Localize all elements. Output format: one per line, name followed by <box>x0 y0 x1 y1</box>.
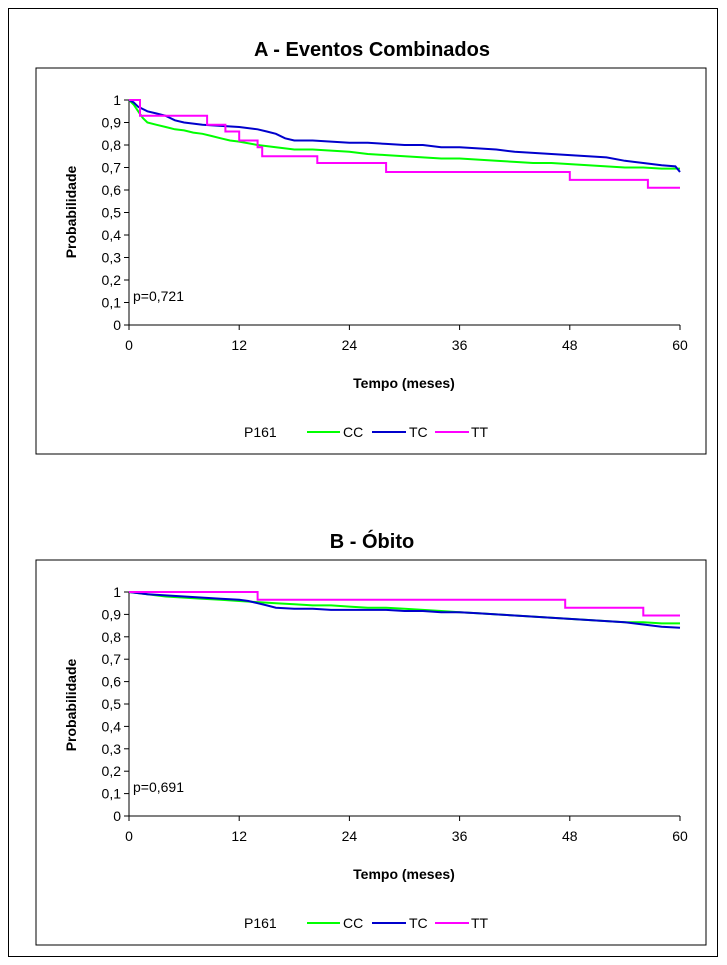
chart-title-a: A - Eventos Combinados <box>254 39 490 61</box>
x-tick-label: 36 <box>452 337 468 353</box>
series-line-tc-b <box>128 591 681 629</box>
x-tick-label: 60 <box>672 337 688 353</box>
y-tick-label: 0,1 <box>102 295 122 311</box>
y-tick-label: 0 <box>113 808 121 824</box>
series-line-tt-a <box>129 99 680 189</box>
legend-a: P161 CC TC TT <box>244 424 489 440</box>
y-tick-label: 0,5 <box>102 696 122 712</box>
y-tick-label: 0,2 <box>102 272 122 288</box>
y-tick-label: 0,5 <box>102 205 122 221</box>
x-tick-label: 0 <box>125 828 133 844</box>
legend-label-cc-a: CC <box>343 424 363 440</box>
x-tick-label: 60 <box>672 828 688 844</box>
legend-label-tt-a: TT <box>471 424 489 440</box>
figure-frame <box>8 8 718 957</box>
y-tick-label: 0,6 <box>102 182 122 198</box>
legend-label-cc-b: CC <box>343 915 363 931</box>
legend-label-tt-b: TT <box>471 915 489 931</box>
legend-label-tc-b: TC <box>409 915 428 931</box>
x-axis-label-b: Tempo (meses) <box>353 866 455 882</box>
series-line-tt-b <box>129 591 680 617</box>
x-tick-label: 36 <box>452 828 468 844</box>
legend-title-b: P161 <box>244 915 277 931</box>
y-tick-label: 0 <box>113 317 121 333</box>
y-tick-label: 0,7 <box>102 160 122 176</box>
y-tick-label: 0,6 <box>102 674 122 690</box>
x-tick-label: 12 <box>231 337 247 353</box>
legend-b: P161 CC TC TT <box>244 915 489 931</box>
p-value-annotation-a: p=0,721 <box>133 288 184 304</box>
y-axis-label-b: Probabilidade <box>63 659 79 752</box>
y-axis-label-a: Probabilidade <box>63 166 79 259</box>
y-tick-label: 0,4 <box>102 227 122 243</box>
y-tick-label: 0,1 <box>102 786 122 802</box>
y-tick-label: 0,9 <box>102 115 122 131</box>
chart-panel-a: 0 0,1 0,2 0,3 0,4 0,5 0,6 0,7 0,8 0,9 1 0 12 24 36 48 60 <box>102 92 688 353</box>
x-tick-label: 12 <box>231 828 247 844</box>
y-tick-label: 0,8 <box>102 137 122 153</box>
x-tick-label: 24 <box>342 828 358 844</box>
plot-frame-b <box>35 559 707 946</box>
y-tick-label: 0,3 <box>102 741 122 757</box>
x-tick-label: 48 <box>562 337 578 353</box>
y-tick-label: 0,3 <box>102 250 122 266</box>
chart-title-b: B - Óbito <box>330 529 414 553</box>
x-axis-label-a: Tempo (meses) <box>353 375 455 391</box>
series-line-cc-a <box>128 99 680 170</box>
chart-panel-b: 0 0,1 0,2 0,3 0,4 0,5 0,6 0,7 0,8 0,9 1 0 12 24 36 48 60 <box>102 584 688 844</box>
x-tick-label: 24 <box>342 337 358 353</box>
x-tick-label: 48 <box>562 828 578 844</box>
y-tick-label: 0,7 <box>102 651 122 667</box>
y-tick-label: 0,4 <box>102 718 122 734</box>
p-value-annotation-b: p=0,691 <box>133 779 184 795</box>
series-line-tc-a <box>128 99 681 173</box>
y-tick-label: 0,2 <box>102 763 122 779</box>
y-tick-label: 0,8 <box>102 629 122 645</box>
x-tick-label: 0 <box>125 337 133 353</box>
legend-label-tc-a: TC <box>409 424 428 440</box>
y-tick-label: 0,9 <box>102 606 122 622</box>
y-tick-label: 1 <box>113 584 121 600</box>
y-tick-label: 1 <box>113 92 121 108</box>
plot-frame-a <box>35 67 707 455</box>
legend-title-a: P161 <box>244 424 277 440</box>
